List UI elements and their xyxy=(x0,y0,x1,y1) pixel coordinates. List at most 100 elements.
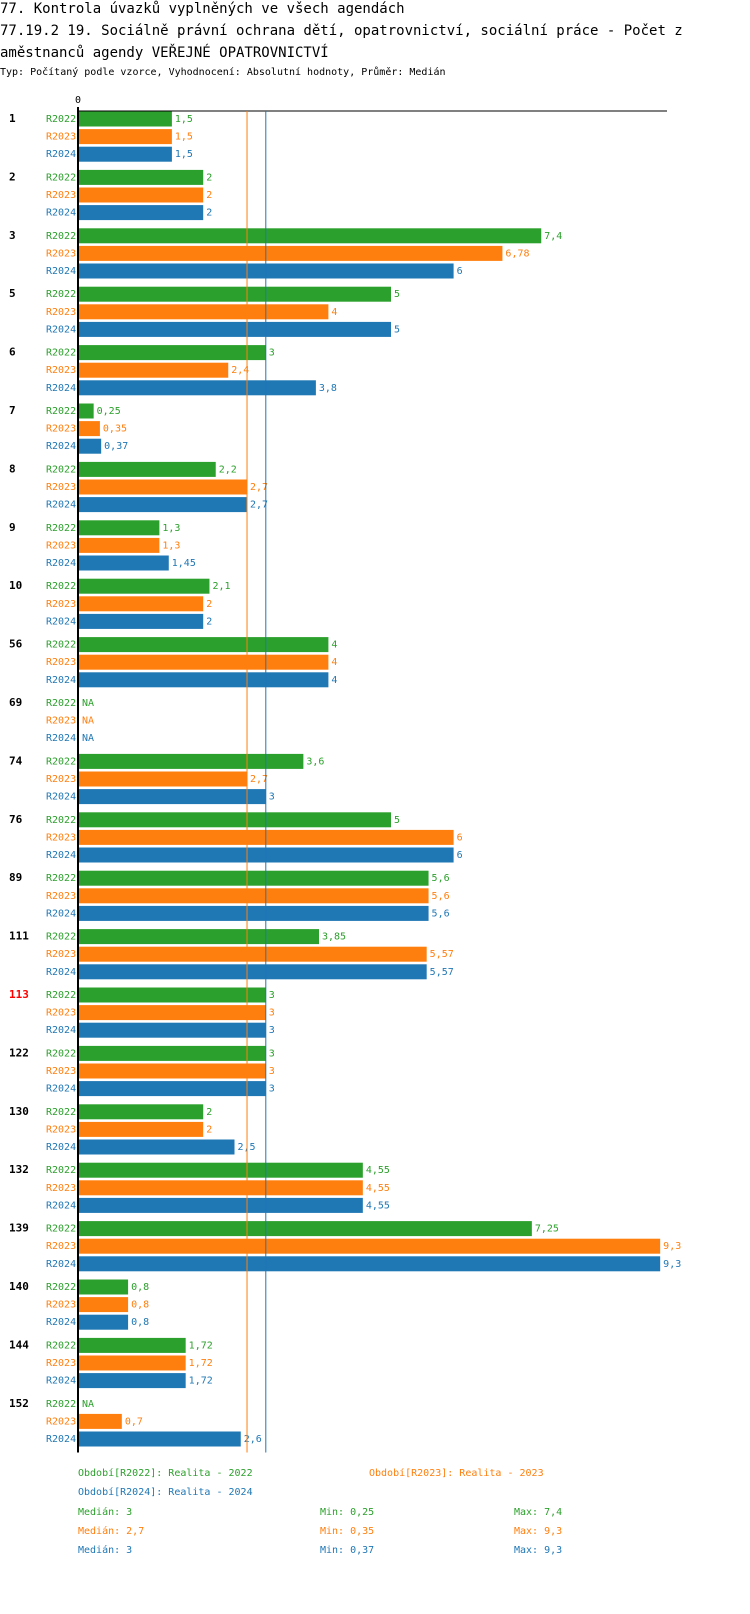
category-label: 1 xyxy=(9,112,16,125)
series-label: R2023 xyxy=(46,482,76,493)
data-label: 2,6 xyxy=(244,1434,262,1445)
data-label: 6 xyxy=(457,832,463,843)
data-label: 2 xyxy=(206,208,212,219)
data-label: 3 xyxy=(269,1048,275,1059)
series-label: R2023 xyxy=(46,774,76,785)
category-label: 7 xyxy=(9,404,16,417)
series-label: R2023 xyxy=(46,248,76,259)
data-label: 4 xyxy=(331,640,337,651)
series-label: R2024 xyxy=(46,1200,76,1211)
series-label: R2024 xyxy=(46,1259,76,1270)
category-label: 10 xyxy=(9,579,22,592)
data-label: 5,6 xyxy=(432,873,450,884)
data-label: 3 xyxy=(269,1025,275,1036)
bar xyxy=(78,753,304,769)
category-label: 74 xyxy=(9,754,23,767)
bar xyxy=(78,555,169,571)
bar xyxy=(78,1431,241,1447)
data-label: 2 xyxy=(206,616,212,627)
series-label: R2024 xyxy=(46,324,76,335)
data-label: 9,3 xyxy=(663,1259,681,1270)
series-label: R2024 xyxy=(46,967,76,978)
bar xyxy=(78,789,266,805)
bar xyxy=(78,461,216,477)
data-label: 1,3 xyxy=(162,523,180,534)
bar xyxy=(78,362,229,378)
chart-title-line-2: 77.19.2 19. Sociálně právní ochrana dětí… xyxy=(0,23,683,39)
series-label: R2024 xyxy=(46,792,76,803)
data-label: 1,3 xyxy=(162,540,180,551)
series-label: R2022 xyxy=(46,172,76,183)
series-label: R2024 xyxy=(46,850,76,861)
series-label: R2022 xyxy=(46,1399,76,1410)
data-label: 6,78 xyxy=(505,248,529,259)
data-label: 5 xyxy=(394,289,400,300)
category-label: 8 xyxy=(9,462,16,475)
bar xyxy=(78,1221,532,1237)
series-label: R2022 xyxy=(46,348,76,359)
bar xyxy=(78,596,204,612)
category-label: 139 xyxy=(9,1222,29,1235)
bar xyxy=(78,637,329,653)
data-label: 4 xyxy=(331,307,337,318)
data-label: 3,8 xyxy=(319,383,337,394)
series-label: R2023 xyxy=(46,1241,76,1252)
series-label: R2022 xyxy=(46,756,76,767)
category-label: 89 xyxy=(9,871,22,884)
legend-entry: Období[R2023]: Realita - 2023 xyxy=(369,1467,544,1479)
bar xyxy=(78,286,391,302)
data-label: 3 xyxy=(269,1008,275,1019)
series-label: R2023 xyxy=(46,1358,76,1369)
series-label: R2024 xyxy=(46,1317,76,1328)
bar xyxy=(78,1373,186,1389)
series-label: R2022 xyxy=(46,406,76,417)
data-label: 5,6 xyxy=(432,891,450,902)
bar xyxy=(78,497,248,513)
data-label: 5,57 xyxy=(430,967,454,978)
category-label: 152 xyxy=(9,1397,29,1410)
data-label: 2,1 xyxy=(212,581,230,592)
data-label: 4,55 xyxy=(366,1200,390,1211)
series-label: R2022 xyxy=(46,1224,76,1235)
data-label: 2 xyxy=(206,190,212,201)
series-label: R2023 xyxy=(46,132,76,143)
data-label: 2 xyxy=(206,172,212,183)
chart-title-line-3: aměstnanců agendy VEŘEJNÉ OPATROVNICTVÍ xyxy=(0,45,329,61)
data-label: 6 xyxy=(457,266,463,277)
data-label: 0,7 xyxy=(125,1416,143,1427)
series-label: R2024 xyxy=(46,908,76,919)
series-label: R2024 xyxy=(46,149,76,160)
series-label: R2024 xyxy=(46,1142,76,1153)
data-label: 5 xyxy=(394,324,400,335)
data-label: 3 xyxy=(269,1084,275,1095)
category-label: 130 xyxy=(9,1105,29,1118)
series-label: R2023 xyxy=(46,1124,76,1135)
category-label: 140 xyxy=(9,1280,29,1293)
bar xyxy=(78,870,429,886)
chart-title-line-1: 77. Kontrola úvazků vyplněných ve všech … xyxy=(0,1,405,17)
bar xyxy=(78,520,160,536)
bar xyxy=(78,672,329,688)
bar xyxy=(78,1337,186,1353)
data-label: 0,25 xyxy=(97,406,121,417)
series-label: R2022 xyxy=(46,815,76,826)
bar xyxy=(78,228,542,244)
data-label: 7,4 xyxy=(544,231,562,242)
data-label: 2,4 xyxy=(231,365,249,376)
series-label: R2022 xyxy=(46,873,76,884)
data-label: 2,7 xyxy=(250,500,268,511)
series-label: R2023 xyxy=(46,599,76,610)
series-label: R2022 xyxy=(46,640,76,651)
data-label: 4 xyxy=(331,675,337,686)
series-label: R2024 xyxy=(46,383,76,394)
data-label: 3,6 xyxy=(306,756,324,767)
category-label: 56 xyxy=(9,638,23,651)
data-label: 4 xyxy=(331,657,337,668)
bar xyxy=(78,613,204,629)
bar xyxy=(78,1139,235,1155)
bar xyxy=(78,187,204,203)
series-label: R2022 xyxy=(46,932,76,943)
category-label: 5 xyxy=(9,287,16,300)
data-label: 7,25 xyxy=(535,1224,559,1235)
